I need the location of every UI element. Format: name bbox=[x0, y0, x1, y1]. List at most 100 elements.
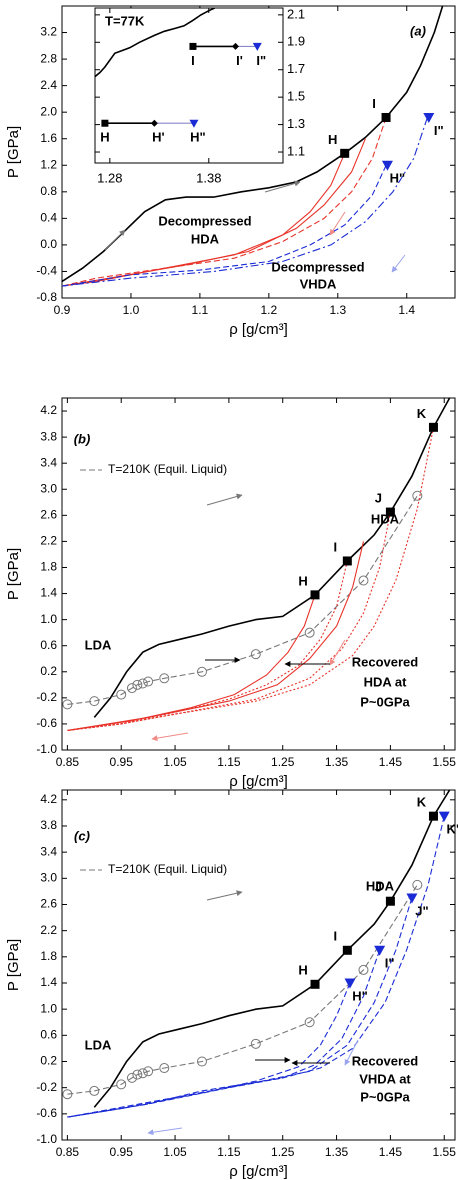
x-tick-label: 1.1 bbox=[192, 303, 209, 317]
point-label: H bbox=[100, 130, 109, 145]
y-axis-title: P [GPa] bbox=[5, 126, 22, 178]
plot-frame bbox=[94, 7, 284, 164]
series-point bbox=[116, 689, 127, 700]
plot-frame bbox=[61, 789, 456, 1141]
y-tick-label: 3.0 bbox=[40, 481, 57, 495]
point-label: I bbox=[334, 929, 338, 944]
x-tick-label: 1.05 bbox=[163, 1145, 187, 1159]
point-marker bbox=[374, 945, 386, 956]
series-point bbox=[412, 879, 423, 890]
point-marker bbox=[381, 112, 391, 122]
y-tick-label: 1.0 bbox=[40, 1001, 57, 1015]
arrow bbox=[104, 229, 126, 251]
series-point bbox=[89, 696, 100, 707]
point-label: H" bbox=[190, 130, 206, 145]
series-line bbox=[67, 511, 391, 731]
point-label: H bbox=[328, 132, 337, 147]
x-tick-label: 0.95 bbox=[110, 755, 134, 769]
series-line bbox=[67, 884, 418, 1095]
annotation: P~0GPa bbox=[360, 694, 410, 709]
point-marker bbox=[344, 978, 356, 989]
series-line bbox=[62, 165, 387, 287]
series-line bbox=[67, 897, 413, 1118]
annotation: LDA bbox=[85, 1037, 112, 1052]
annotation: P~0GPa bbox=[360, 1089, 410, 1104]
point-marker bbox=[189, 42, 197, 50]
series-point bbox=[358, 575, 369, 586]
series-point bbox=[159, 1063, 170, 1074]
y-tick-label: 2.8 bbox=[40, 51, 57, 65]
x-tick-label: 1.35 bbox=[325, 1145, 349, 1159]
point-marker bbox=[310, 590, 320, 600]
panel-label: (a) bbox=[410, 23, 426, 38]
y-tick-label: 2.6 bbox=[40, 508, 57, 522]
series-line bbox=[67, 982, 351, 1118]
y-tick-label: 3.8 bbox=[40, 818, 57, 832]
y-tick-label: 2.2 bbox=[40, 923, 57, 937]
arrow bbox=[151, 732, 189, 742]
legend-label: T=210K (Equil. Liquid) bbox=[108, 862, 227, 876]
y-tick-label: 2.1 bbox=[287, 6, 305, 21]
y-tick-label: -1.0 bbox=[36, 1132, 57, 1146]
x-axis-title: ρ [g/cm³] bbox=[229, 1163, 288, 1180]
annotation: VHDA at bbox=[359, 1071, 411, 1086]
series-line bbox=[62, 117, 428, 287]
point-marker bbox=[406, 893, 418, 904]
point-marker bbox=[342, 556, 352, 566]
y-tick-label: 0.0 bbox=[40, 237, 57, 251]
point-label: J" bbox=[415, 903, 428, 918]
point-marker bbox=[428, 422, 438, 432]
x-tick-label: 1.38 bbox=[196, 170, 221, 185]
x-tick-label: 0.85 bbox=[56, 1145, 80, 1159]
series-line bbox=[62, 117, 387, 287]
plot-lines bbox=[62, 398, 451, 731]
x-tick-label: 1.15 bbox=[217, 1145, 241, 1159]
point-marker bbox=[342, 945, 352, 955]
point-label: H' bbox=[152, 130, 164, 145]
y-tick-label: 1.7 bbox=[287, 61, 305, 76]
series-point bbox=[196, 1056, 207, 1067]
x-tick-label: 1.35 bbox=[325, 755, 349, 769]
point-label: I bbox=[334, 539, 338, 554]
y-tick-label: 3.2 bbox=[40, 25, 57, 39]
y-tick-label: -0.4 bbox=[36, 264, 57, 278]
y-tick-label: 1.2 bbox=[40, 157, 57, 171]
y-tick-label: 2.4 bbox=[40, 78, 57, 92]
x-tick-label: 1.2 bbox=[260, 303, 277, 317]
y-tick-label: 4.2 bbox=[40, 403, 57, 417]
series-point bbox=[137, 678, 148, 689]
y-tick-label: -0.6 bbox=[36, 1106, 57, 1120]
point-marker bbox=[252, 42, 262, 51]
annotation: VHDA bbox=[300, 276, 337, 291]
x-tick-label: 1.25 bbox=[271, 1145, 295, 1159]
series-point bbox=[62, 1089, 73, 1100]
series-line bbox=[62, 153, 346, 287]
annotation: HDA bbox=[366, 878, 395, 893]
point-marker bbox=[385, 896, 395, 906]
y-tick-label: 0.6 bbox=[40, 1027, 57, 1041]
x-tick-label: 1.3 bbox=[329, 303, 346, 317]
annotation: HDA at bbox=[364, 674, 408, 689]
series-line bbox=[67, 541, 365, 731]
x-tick-label: 1.45 bbox=[379, 755, 403, 769]
x-tick-label: 1.0 bbox=[123, 303, 140, 317]
series-point bbox=[126, 1072, 137, 1083]
series-point bbox=[143, 1066, 154, 1077]
point-label: I bbox=[372, 96, 376, 111]
x-tick-label: 1.28 bbox=[97, 170, 122, 185]
y-tick-label: -0.6 bbox=[36, 716, 57, 730]
series-line bbox=[93, 398, 451, 718]
y-tick-label: 0.4 bbox=[40, 211, 57, 225]
y-tick-label: 3.8 bbox=[40, 429, 57, 443]
point-label: K" bbox=[446, 822, 458, 837]
y-tick-label: 1.9 bbox=[287, 34, 305, 49]
y-tick-label: 0.2 bbox=[40, 1054, 57, 1068]
point-marker bbox=[150, 119, 158, 127]
series-line bbox=[67, 950, 381, 1118]
point-label: K bbox=[417, 795, 427, 810]
y-tick-label: 2.2 bbox=[40, 534, 57, 548]
y-tick-label: 1.4 bbox=[40, 586, 57, 600]
series-point bbox=[304, 1017, 315, 1028]
point-marker bbox=[340, 148, 350, 158]
